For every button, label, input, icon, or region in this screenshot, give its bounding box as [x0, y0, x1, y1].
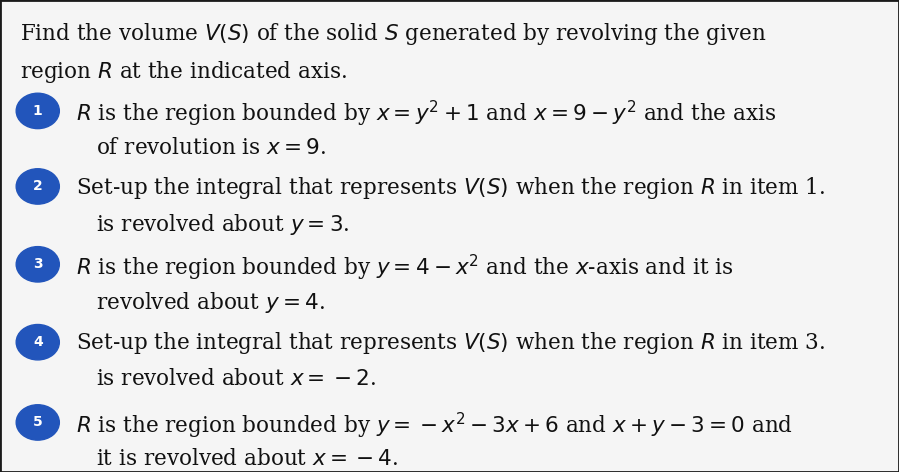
Text: 5: 5 [33, 415, 42, 430]
Text: revolved about $y = 4$.: revolved about $y = 4$. [96, 290, 325, 315]
Text: $R$ is the region bounded by $y = 4 - x^2$ and the $x$-axis and it is: $R$ is the region bounded by $y = 4 - x^… [76, 253, 734, 283]
Ellipse shape [16, 169, 59, 204]
Text: region $R$ at the indicated axis.: region $R$ at the indicated axis. [20, 59, 347, 85]
Text: 3: 3 [33, 257, 42, 271]
Text: Set-up the integral that represents $V(S)$ when the region $R$ in item 1.: Set-up the integral that represents $V(S… [76, 175, 825, 201]
Text: of revolution is $x = 9$.: of revolution is $x = 9$. [96, 137, 326, 159]
Text: 2: 2 [33, 179, 42, 194]
Text: $R$ is the region bounded by $y = -x^2 - 3x + 6$ and $x + y - 3 = 0$ and: $R$ is the region bounded by $y = -x^2 -… [76, 411, 794, 441]
Text: $R$ is the region bounded by $x = y^2 + 1$ and $x = 9 - y^2$ and the axis: $R$ is the region bounded by $x = y^2 + … [76, 99, 777, 129]
Text: is revolved about $y = 3$.: is revolved about $y = 3$. [96, 212, 350, 237]
Ellipse shape [16, 93, 59, 128]
Text: 4: 4 [33, 335, 42, 349]
Text: is revolved about $x = -2$.: is revolved about $x = -2$. [96, 368, 376, 390]
Ellipse shape [16, 325, 59, 360]
Text: Find the volume $V(S)$ of the solid $S$ generated by revolving the given: Find the volume $V(S)$ of the solid $S$ … [20, 21, 767, 47]
Text: it is revolved about $x = -4$.: it is revolved about $x = -4$. [96, 448, 398, 471]
Ellipse shape [16, 405, 59, 440]
Text: Set-up the integral that represents $V(S)$ when the region $R$ in item 3.: Set-up the integral that represents $V(S… [76, 330, 825, 356]
Text: 1: 1 [33, 104, 42, 118]
Ellipse shape [16, 246, 59, 282]
